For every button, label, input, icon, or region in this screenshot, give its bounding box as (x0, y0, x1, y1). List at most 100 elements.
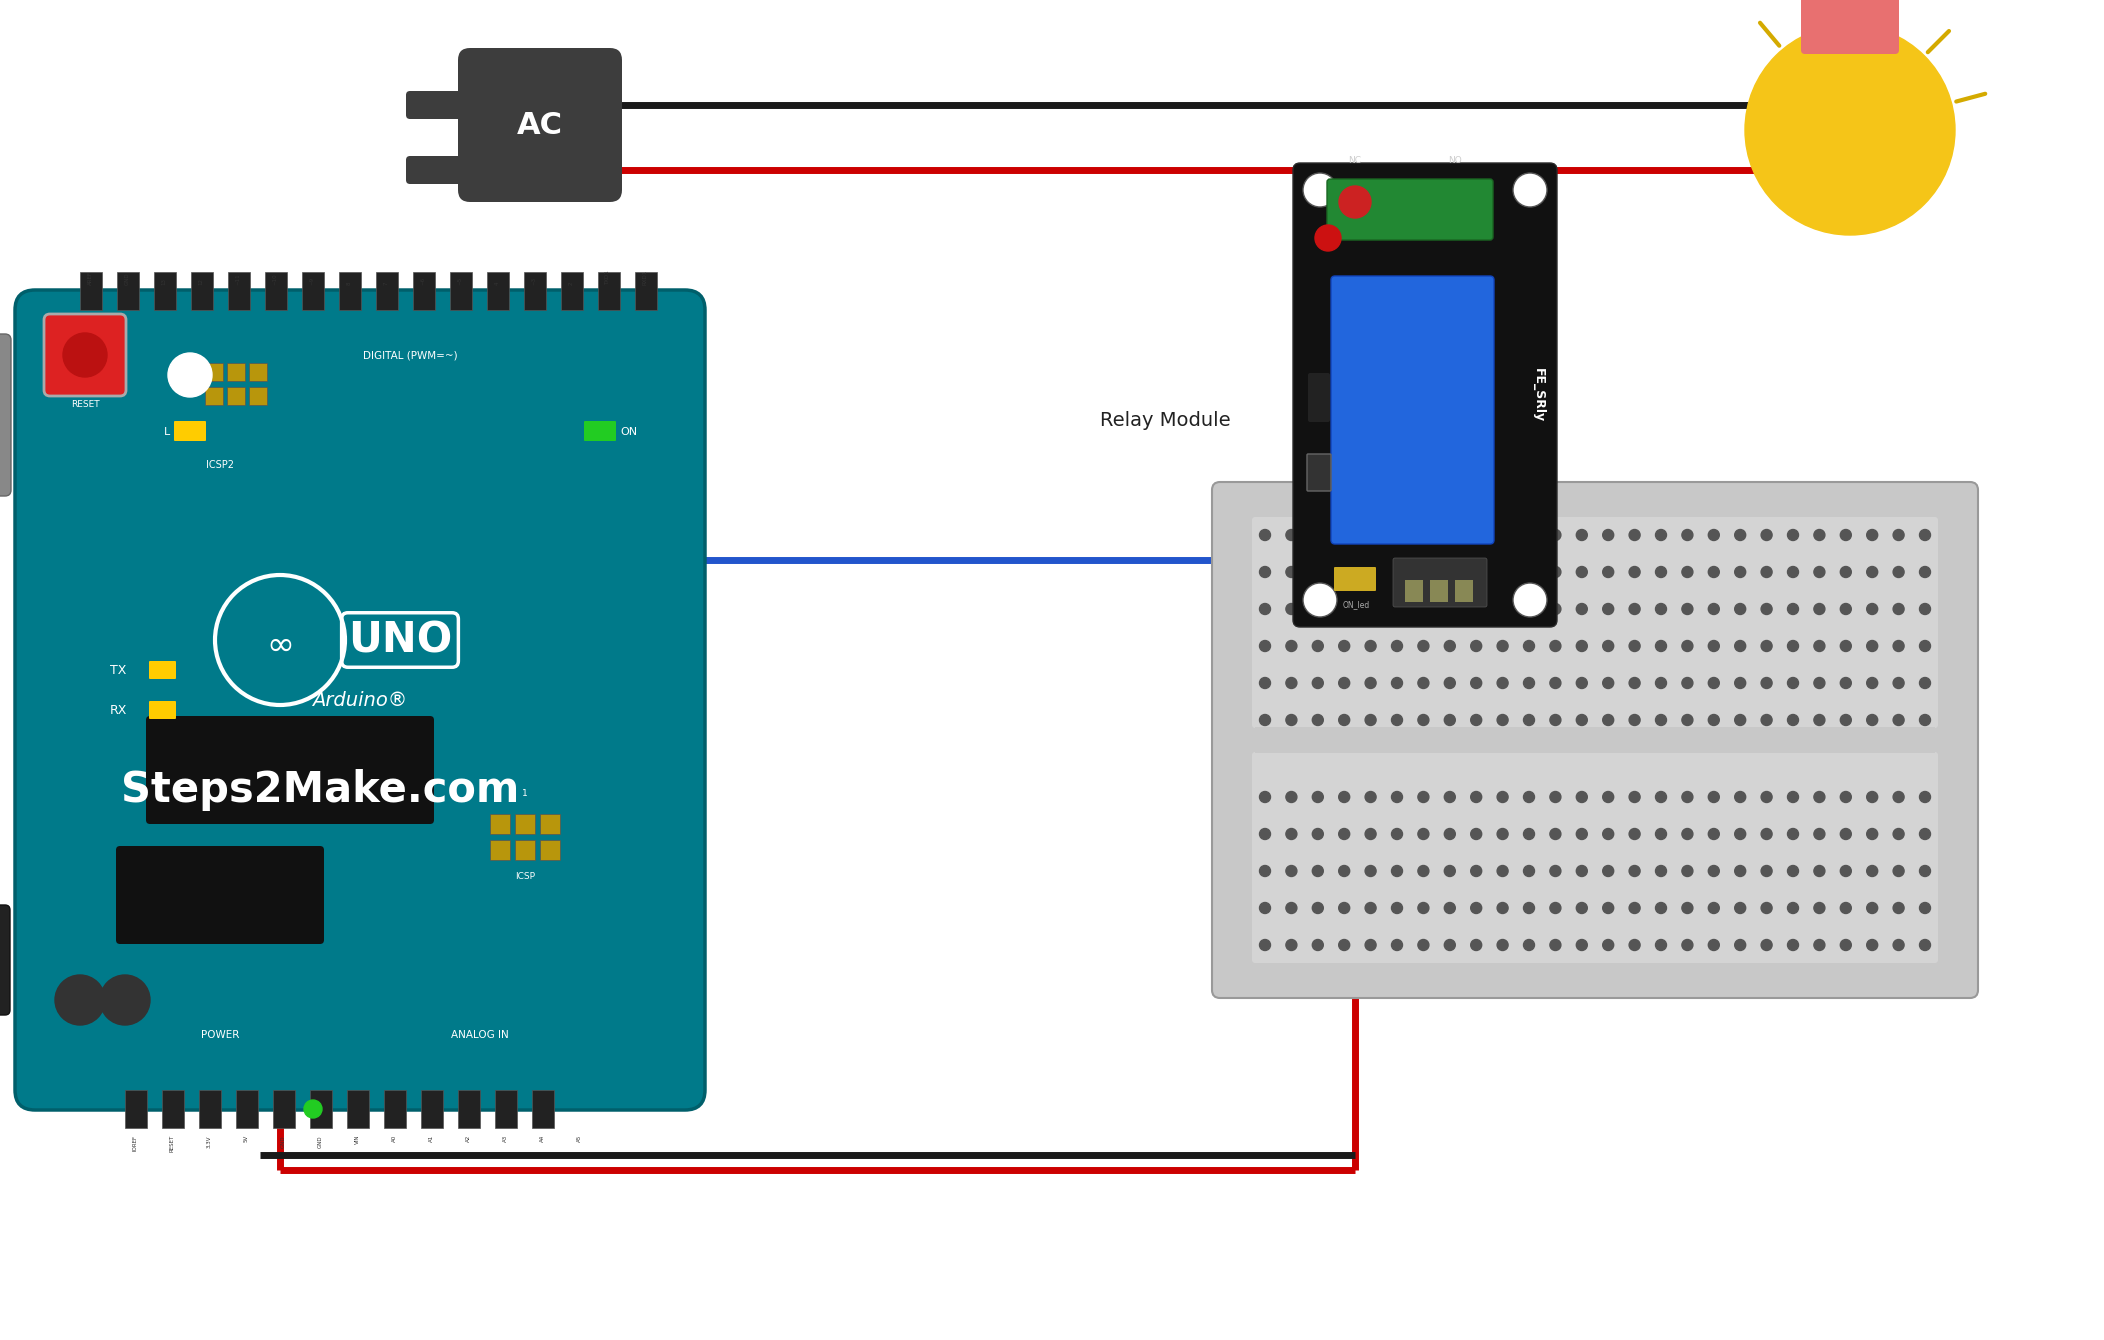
Bar (274, 1089, 295, 1128)
Bar (1456, 580, 1473, 602)
Circle shape (1734, 903, 1746, 914)
Circle shape (1919, 603, 1931, 615)
Circle shape (1788, 866, 1799, 876)
Circle shape (1498, 939, 1509, 950)
Circle shape (1708, 828, 1719, 839)
Circle shape (1391, 678, 1403, 689)
Text: GND: GND (280, 1135, 286, 1147)
FancyBboxPatch shape (1294, 163, 1557, 627)
Circle shape (1523, 714, 1534, 725)
Circle shape (1338, 603, 1349, 615)
Circle shape (1443, 529, 1456, 540)
Text: A4: A4 (539, 1135, 545, 1142)
Circle shape (1814, 567, 1824, 578)
Circle shape (1338, 828, 1349, 839)
Circle shape (1260, 866, 1271, 876)
Circle shape (1498, 828, 1509, 839)
Circle shape (1814, 828, 1824, 839)
Circle shape (1513, 583, 1546, 616)
Circle shape (1788, 903, 1799, 914)
Circle shape (1761, 714, 1772, 725)
FancyBboxPatch shape (406, 155, 469, 184)
Circle shape (1286, 567, 1296, 578)
Circle shape (1919, 792, 1931, 803)
Circle shape (1761, 828, 1772, 839)
Circle shape (1761, 903, 1772, 914)
FancyBboxPatch shape (1307, 454, 1332, 490)
Circle shape (1260, 903, 1271, 914)
FancyBboxPatch shape (149, 701, 177, 720)
Text: ~11: ~11 (236, 273, 240, 285)
Circle shape (1391, 792, 1403, 803)
Circle shape (1734, 792, 1746, 803)
Circle shape (1523, 567, 1534, 578)
Circle shape (1866, 678, 1877, 689)
Circle shape (1603, 567, 1614, 578)
Circle shape (1365, 641, 1376, 651)
Circle shape (1841, 903, 1852, 914)
Circle shape (1498, 603, 1509, 615)
Circle shape (1841, 828, 1852, 839)
Circle shape (1603, 529, 1614, 540)
FancyBboxPatch shape (149, 661, 177, 679)
Text: AREF: AREF (88, 271, 93, 285)
Circle shape (1866, 641, 1877, 651)
Circle shape (1761, 529, 1772, 540)
Circle shape (1313, 866, 1323, 876)
Circle shape (1656, 866, 1666, 876)
Circle shape (1841, 603, 1852, 615)
Circle shape (1471, 903, 1481, 914)
Circle shape (1443, 939, 1456, 950)
Circle shape (1576, 939, 1586, 950)
Bar (490, 813, 509, 833)
Circle shape (1761, 792, 1772, 803)
FancyBboxPatch shape (1332, 276, 1494, 544)
Circle shape (1681, 903, 1694, 914)
Circle shape (1418, 792, 1429, 803)
Circle shape (1919, 714, 1931, 725)
FancyBboxPatch shape (1801, 0, 1900, 54)
Circle shape (1260, 714, 1271, 725)
Circle shape (1443, 828, 1456, 839)
Text: POWER: POWER (200, 1030, 240, 1040)
Bar (204, 387, 223, 405)
Circle shape (1338, 792, 1349, 803)
Circle shape (1576, 641, 1586, 651)
Circle shape (1338, 939, 1349, 950)
Bar (191, 272, 213, 310)
Circle shape (1471, 567, 1481, 578)
Circle shape (1894, 567, 1904, 578)
Circle shape (1788, 828, 1799, 839)
Circle shape (1338, 903, 1349, 914)
Text: 4: 4 (494, 281, 499, 285)
Circle shape (1365, 792, 1376, 803)
Text: UNO: UNO (347, 619, 452, 661)
Circle shape (1919, 529, 1931, 540)
Circle shape (1439, 186, 1471, 218)
Circle shape (1734, 641, 1746, 651)
Circle shape (1391, 641, 1403, 651)
Circle shape (63, 334, 107, 377)
FancyBboxPatch shape (0, 905, 11, 1014)
Circle shape (1338, 866, 1349, 876)
Bar (532, 1089, 553, 1128)
Circle shape (1841, 529, 1852, 540)
Circle shape (1418, 828, 1429, 839)
Circle shape (1260, 529, 1271, 540)
Text: 5V: 5V (244, 1135, 248, 1142)
Circle shape (1656, 939, 1666, 950)
Circle shape (1919, 641, 1931, 651)
Bar (227, 387, 244, 405)
Circle shape (1523, 792, 1534, 803)
Circle shape (1628, 603, 1641, 615)
Circle shape (1391, 939, 1403, 950)
Text: 1: 1 (522, 789, 528, 799)
Circle shape (1443, 866, 1456, 876)
Circle shape (1260, 603, 1271, 615)
Circle shape (1576, 866, 1586, 876)
Circle shape (1498, 567, 1509, 578)
Bar (265, 272, 286, 310)
Circle shape (1919, 828, 1931, 839)
Circle shape (1576, 603, 1586, 615)
Bar (118, 272, 139, 310)
